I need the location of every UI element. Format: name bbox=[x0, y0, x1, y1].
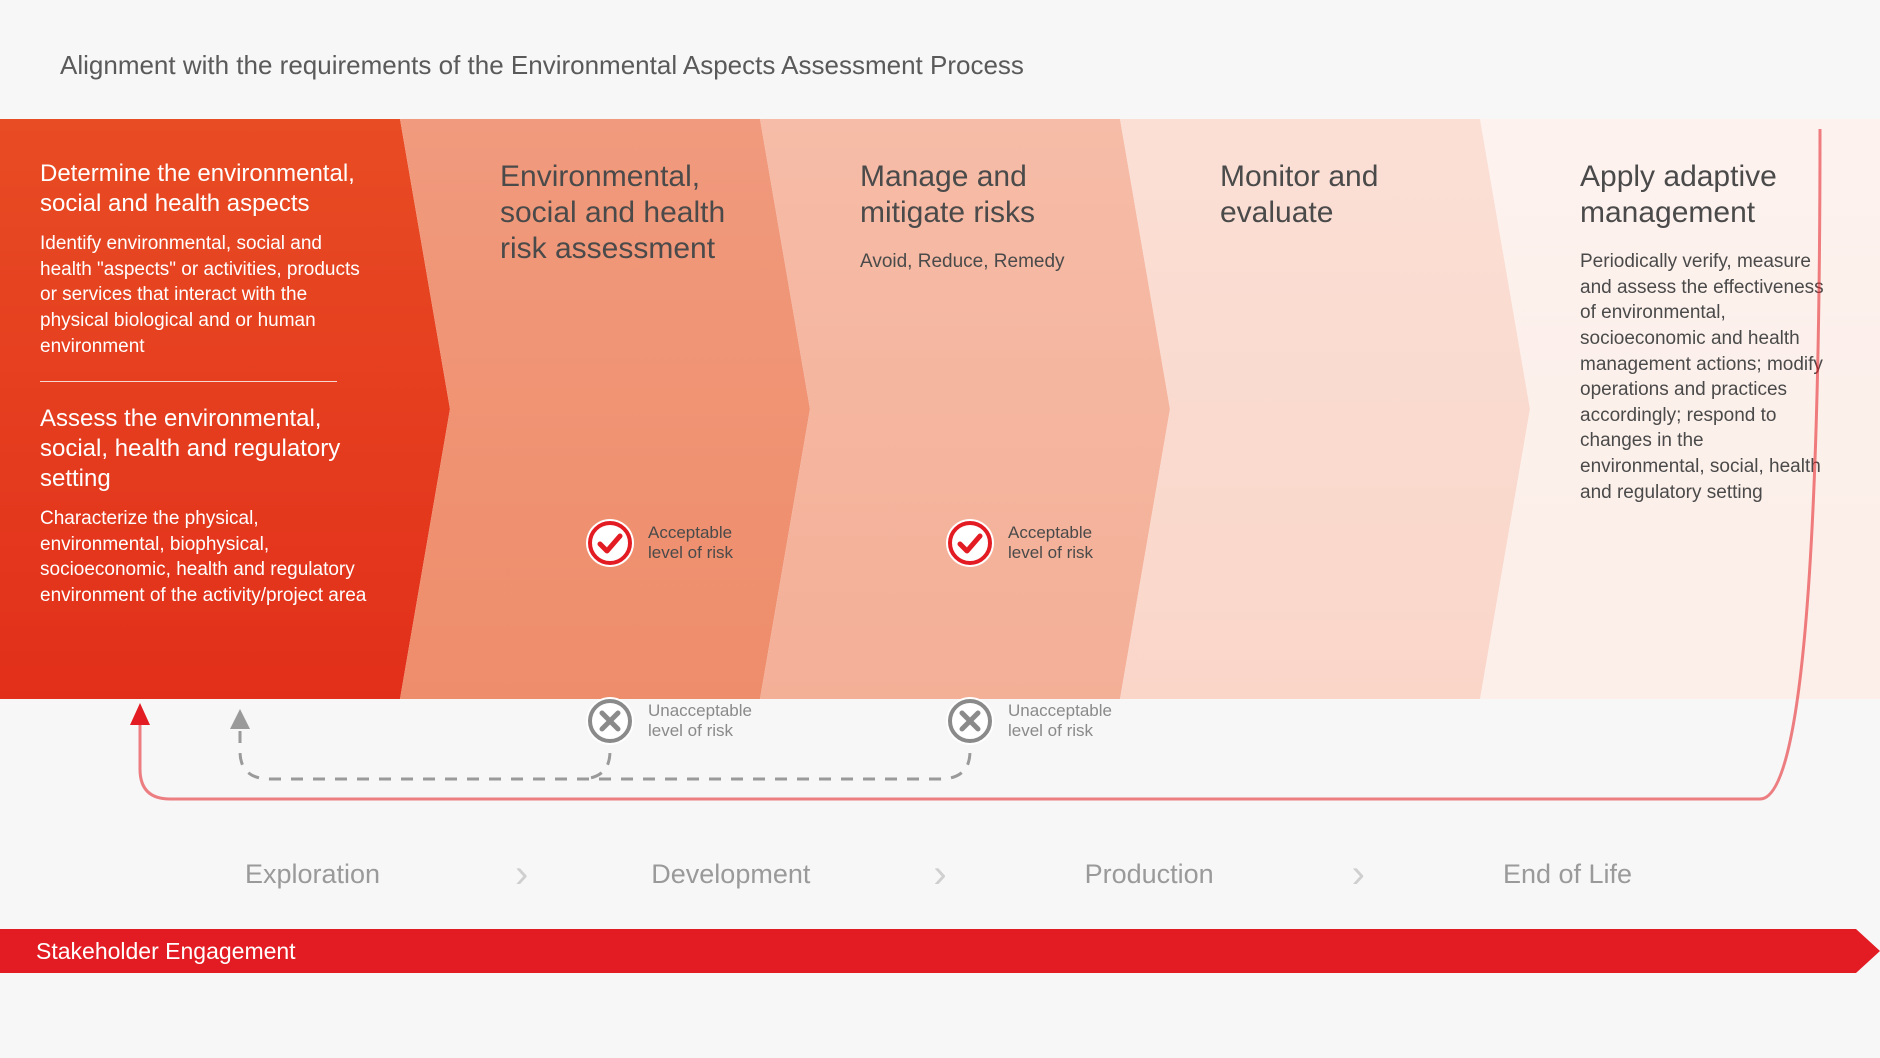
unacceptable-badge-2: Unacceptablelevel of risk bbox=[946, 697, 1112, 745]
step2-title: Manage and mitigate risks bbox=[860, 159, 1100, 231]
lifecycle-row: Exploration › Development › Production ›… bbox=[0, 839, 1880, 909]
acceptable-label: Acceptablelevel of risk bbox=[648, 523, 733, 564]
lifecycle-stage: Production bbox=[957, 859, 1342, 890]
unacceptable-label: Unacceptablelevel of risk bbox=[648, 701, 752, 742]
engagement-label: Stakeholder Engagement bbox=[36, 938, 296, 965]
feedback-arrows bbox=[0, 689, 1880, 849]
unacceptable-badge-1: Unacceptablelevel of risk bbox=[586, 697, 752, 745]
step0-section1-body: Characterize the physical, environmental… bbox=[40, 506, 370, 609]
step2-subtitle: Avoid, Reduce, Remedy bbox=[860, 249, 1100, 275]
cross-icon bbox=[586, 697, 634, 745]
process-chevron-row: Determine the environmental, social and … bbox=[0, 119, 1880, 699]
feedback-loop-zone: Unacceptablelevel of risk Unacceptablele… bbox=[0, 699, 1880, 839]
acceptable-badge-1: Acceptablelevel of risk bbox=[586, 519, 733, 567]
stakeholder-engagement-bar: Stakeholder Engagement bbox=[0, 929, 1880, 973]
step0-section0-title: Determine the environmental, social and … bbox=[40, 159, 370, 219]
arrow-right-icon bbox=[1856, 929, 1880, 973]
step1-title: Environmental, social and health risk as… bbox=[500, 159, 740, 267]
step-determine-assess: Determine the environmental, social and … bbox=[0, 119, 400, 699]
step0-divider bbox=[40, 381, 337, 382]
step-monitor-evaluate: Monitor and evaluate bbox=[1180, 119, 1480, 699]
step3-title: Monitor and evaluate bbox=[1220, 159, 1450, 231]
step0-section0-body: Identify environmental, social and healt… bbox=[40, 231, 370, 359]
chevron-right-icon: › bbox=[515, 852, 528, 897]
chevron-right-icon: › bbox=[933, 852, 946, 897]
lifecycle-stage: End of Life bbox=[1375, 859, 1760, 890]
lifecycle-stage: Exploration bbox=[120, 859, 505, 890]
unacceptable-label: Unacceptablelevel of risk bbox=[1008, 701, 1112, 742]
step-manage-mitigate: Manage and mitigate risks Avoid, Reduce,… bbox=[820, 119, 1130, 699]
step4-title: Apply adaptive management bbox=[1580, 159, 1830, 231]
acceptable-label: Acceptablelevel of risk bbox=[1008, 523, 1093, 564]
chevron-right-icon: › bbox=[1352, 852, 1365, 897]
check-icon bbox=[946, 519, 994, 567]
acceptable-badge-2: Acceptablelevel of risk bbox=[946, 519, 1093, 567]
lifecycle-stage: Development bbox=[538, 859, 923, 890]
check-icon bbox=[586, 519, 634, 567]
step-adaptive-management: Apply adaptive management Periodically v… bbox=[1540, 119, 1860, 699]
cross-icon bbox=[946, 697, 994, 745]
step4-body: Periodically verify, measure and assess … bbox=[1580, 249, 1830, 505]
page-title: Alignment with the requirements of the E… bbox=[60, 50, 1880, 81]
step0-section1-title: Assess the environmental, social, health… bbox=[40, 404, 370, 494]
step-risk-assessment: Environmental, social and health risk as… bbox=[460, 119, 770, 699]
